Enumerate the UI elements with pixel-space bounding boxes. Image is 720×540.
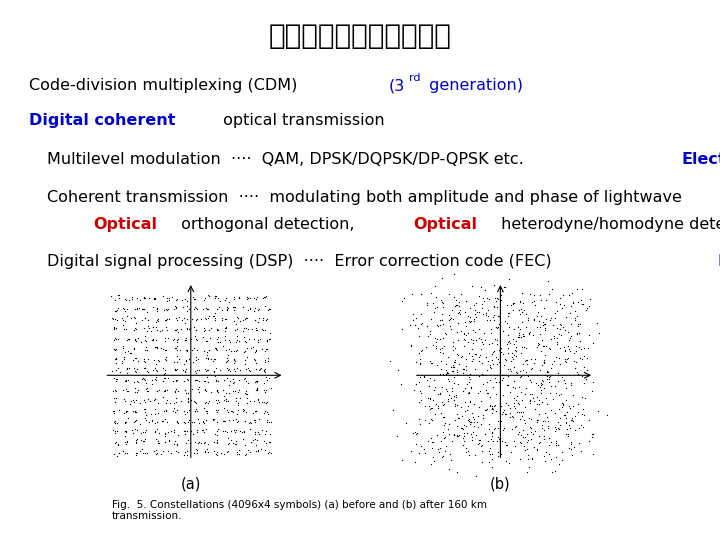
Text: Digital signal processing (DSP)  ····  Error correction code (FEC): Digital signal processing (DSP) ···· Err… [47, 254, 567, 269]
Text: Code-division multiplexing (CDM): Code-division multiplexing (CDM) [29, 78, 307, 93]
Text: (a): (a) [181, 476, 201, 491]
Text: Optical: Optical [94, 217, 158, 232]
Text: Coherent transmission  ····  modulating both amplitude and phase of lightwave: Coherent transmission ···· modulating bo… [47, 190, 682, 205]
Text: rd: rd [409, 73, 420, 83]
Text: 第三世代での多重化技術: 第三世代での多重化技術 [269, 22, 451, 50]
Text: Electrical: Electrical [718, 254, 720, 269]
Text: Multilevel modulation  ····  QAM, DPSK/DQPSK/DP-QPSK etc.: Multilevel modulation ···· QAM, DPSK/DQP… [47, 152, 539, 167]
Text: orthogonal detection,: orthogonal detection, [176, 217, 360, 232]
Text: (b): (b) [490, 476, 510, 491]
Text: (3: (3 [388, 78, 405, 93]
Text: optical transmission: optical transmission [218, 113, 384, 129]
Text: heterodyne/homodyne detection: heterodyne/homodyne detection [495, 217, 720, 232]
Text: generation): generation) [424, 78, 523, 93]
Text: Digital coherent: Digital coherent [29, 113, 175, 129]
Text: Fig.  5. Constellations (4096x4 symbols) (a) before and (b) after 160 km
transmi: Fig. 5. Constellations (4096x4 symbols) … [112, 500, 487, 521]
Text: Optical: Optical [413, 217, 477, 232]
Text: Electrical: Electrical [682, 152, 720, 167]
